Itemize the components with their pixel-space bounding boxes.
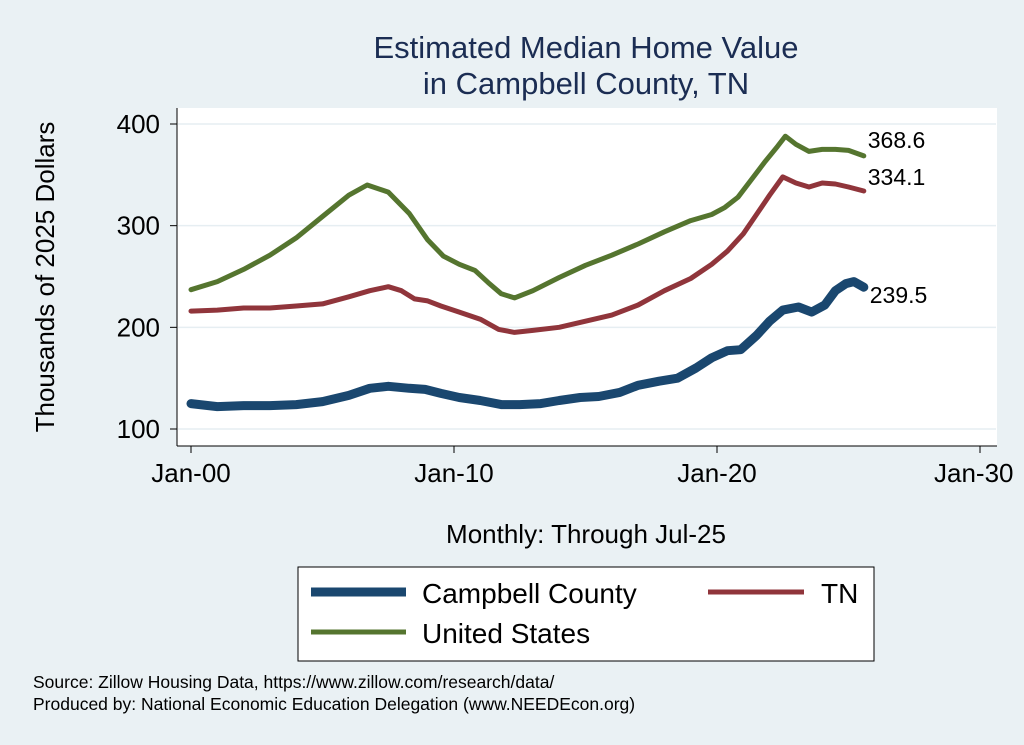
axes: 100 200 300 400 Jan-00 Jan-10 Jan-20 Jan-30 — [117, 108, 1014, 488]
end-label-campbell-county: 239.5 — [870, 282, 928, 308]
end-label-tn: 334.1 — [868, 164, 926, 190]
y-tick-label-400: 400 — [117, 109, 160, 139]
series-lines — [186, 133, 869, 412]
legend: Campbell County TN United States — [297, 566, 875, 662]
y-tick-label-200: 200 — [117, 312, 160, 342]
legend-box — [297, 566, 875, 662]
legend-label-united-states: United States — [422, 618, 590, 649]
end-label-united-states: 368.6 — [868, 127, 926, 153]
series-line-campbell-county — [186, 277, 869, 412]
x-tick-label-Jan-00: Jan-00 — [151, 458, 231, 488]
legend-label-tn: TN — [821, 578, 858, 609]
x-tick-label-Jan-10: Jan-10 — [414, 458, 494, 488]
chart-title-line-1: Estimated Median Home Value — [373, 30, 798, 65]
series-line-united-states — [188, 133, 867, 301]
x-tick-label-Jan-30: Jan-30 — [934, 458, 1014, 488]
y-tick-label-300: 300 — [117, 211, 160, 241]
end-labels: 239.5 334.1 368.6 — [868, 127, 928, 308]
producer-note: Produced by: National Economic Education… — [33, 694, 635, 714]
series-line-tn — [188, 174, 867, 335]
x-tick-label-Jan-20: Jan-20 — [677, 458, 757, 488]
y-axis-label: Thousands of 2025 Dollars — [30, 122, 60, 433]
x-axis-label: Monthly: Through Jul-25 — [446, 519, 726, 549]
chart-title-line-2: in Campbell County, TN — [423, 66, 749, 101]
y-tick-label-100: 100 — [117, 414, 160, 444]
legend-label-campbell-county: Campbell County — [422, 578, 637, 609]
plot-area — [177, 108, 997, 446]
source-note: Source: Zillow Housing Data, https://www… — [33, 672, 554, 692]
